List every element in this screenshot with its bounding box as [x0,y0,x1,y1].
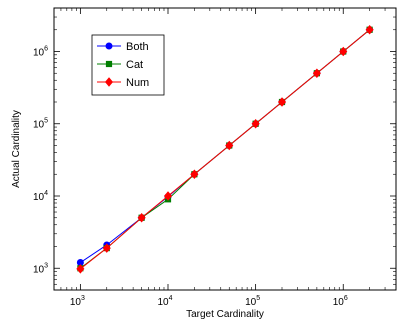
y-tick-label: 105 [33,118,48,131]
legend-marker-num [104,77,114,87]
legend-box [91,34,165,96]
data-point-num [190,169,199,180]
y-tick-base: 10 [33,47,45,58]
y-tick-exponent: 4 [44,190,48,197]
data-point-num [339,46,348,57]
x-tick-label: 104 [157,295,172,308]
legend-items: Both Cat Num [97,41,149,89]
legend: Both Cat Num [91,34,165,96]
y-axis-label: Actual Cardinality [11,110,22,188]
y-tick-label: 103 [33,262,48,275]
legend-label-both: Both [126,41,149,53]
x-axis-label: Target Cardinality [186,309,264,320]
x-tick-label: 103 [70,295,85,308]
x-tick-label: 106 [333,295,348,308]
legend-item-both: Both [97,41,149,53]
series-layer [76,24,374,274]
legend-marker-cat [105,60,113,68]
series-num [76,24,374,274]
x-tick-exponent: 3 [81,295,85,302]
data-point-num [225,140,234,151]
x-tick-label: 105 [245,295,260,308]
y-tick-label: 106 [33,45,48,58]
data-point-num [277,97,287,107]
x-tick-exponent: 4 [169,295,173,302]
data-point-num [251,118,260,129]
x-tick-base: 10 [245,297,257,308]
x-tick-exponent: 5 [256,295,260,302]
data-point-num [312,68,321,79]
data-point-num [137,212,146,223]
x-tick-base: 10 [70,297,82,308]
data-point-num [163,191,173,201]
y-tick-exponent: 5 [44,118,48,125]
legend-item-num: Num [97,77,149,89]
x-tick-exponent: 6 [344,295,348,302]
x-tick-base: 10 [333,297,345,308]
y-tick-base: 10 [33,192,45,203]
y-tick-base: 10 [33,120,45,131]
data-point-num [102,243,111,253]
legend-label-num: Num [126,77,149,89]
data-point-num [365,24,374,35]
data-point-num [76,264,85,274]
legend-item-cat: Cat [97,59,143,71]
legend-marker-both [105,42,113,50]
y-tick-exponent: 3 [44,262,48,269]
y-tick-label: 104 [33,190,48,203]
x-tick-base: 10 [157,297,169,308]
y-tick-exponent: 6 [44,45,48,52]
legend-label-cat: Cat [126,59,143,71]
y-tick-base: 10 [33,264,45,275]
